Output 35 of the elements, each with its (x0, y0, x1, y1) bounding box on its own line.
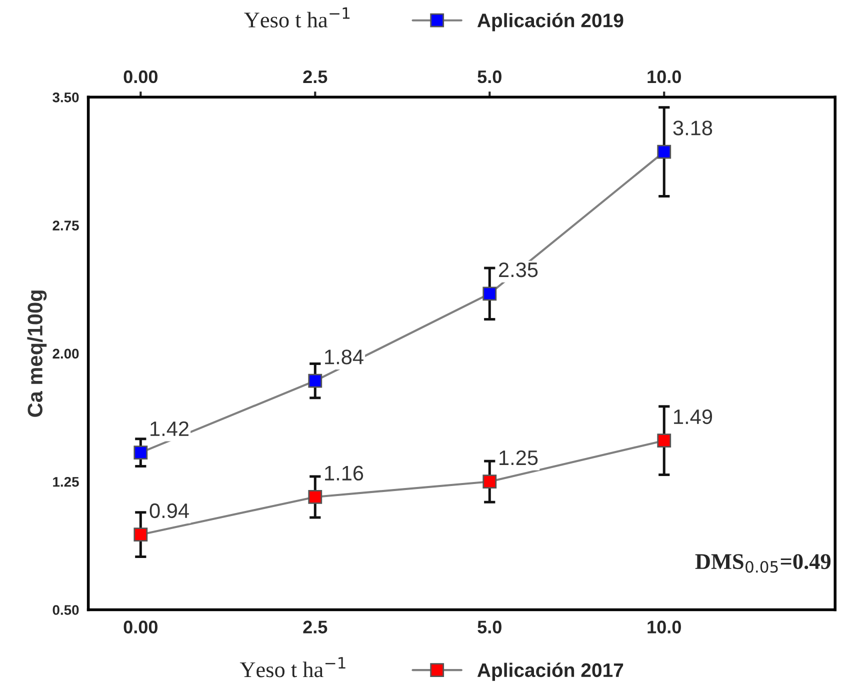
y-tick-label: 3.50 (52, 92, 79, 102)
point (134, 446, 148, 460)
data-label: 1.49 (674, 409, 712, 424)
x-axis-title: Yeso t ha$^{−1}$ (240, 657, 346, 678)
x-tick-label: 5.0 (478, 620, 502, 634)
category-label: 0.00 (124, 70, 158, 84)
point (308, 490, 322, 504)
point (308, 374, 322, 388)
y-tick-label: 1.25 (53, 476, 79, 487)
annotation: DMS$_{0.05}$=0.49 (695, 554, 831, 573)
data-label: 1.84 (325, 350, 364, 364)
data-label: 0.94 (150, 503, 189, 518)
y-tick-label: 2.75 (52, 220, 79, 230)
category-label: 5.0 (478, 70, 502, 84)
point (482, 474, 497, 489)
point (657, 434, 672, 448)
x-tick-label: 0.00 (124, 620, 158, 634)
y-axis-title: Ca meq/100g (27, 290, 47, 417)
category-label: 10.0 (648, 70, 681, 84)
x2-axis-title: Yeso t ha$^{−1}$ (244, 7, 350, 28)
data-label: 1.16 (325, 466, 364, 481)
x-tick-label: 2.5 (303, 620, 328, 634)
y-tick-label: 0.50 (52, 605, 79, 615)
point (134, 528, 148, 542)
legend-label: Aplicación 2019 (477, 12, 624, 32)
data-label: 1.25 (500, 450, 538, 466)
x-tick-label: 10.0 (648, 620, 681, 634)
data-label: 3.18 (673, 120, 712, 136)
category-label: 2.5 (303, 70, 328, 84)
legend-label: Aplicación 2017 (477, 662, 624, 681)
point (482, 286, 497, 301)
data-label: 2.35 (499, 262, 538, 278)
point (657, 144, 672, 159)
y-tick-label: 2.00 (52, 348, 79, 359)
data-label: 1.42 (150, 421, 188, 436)
